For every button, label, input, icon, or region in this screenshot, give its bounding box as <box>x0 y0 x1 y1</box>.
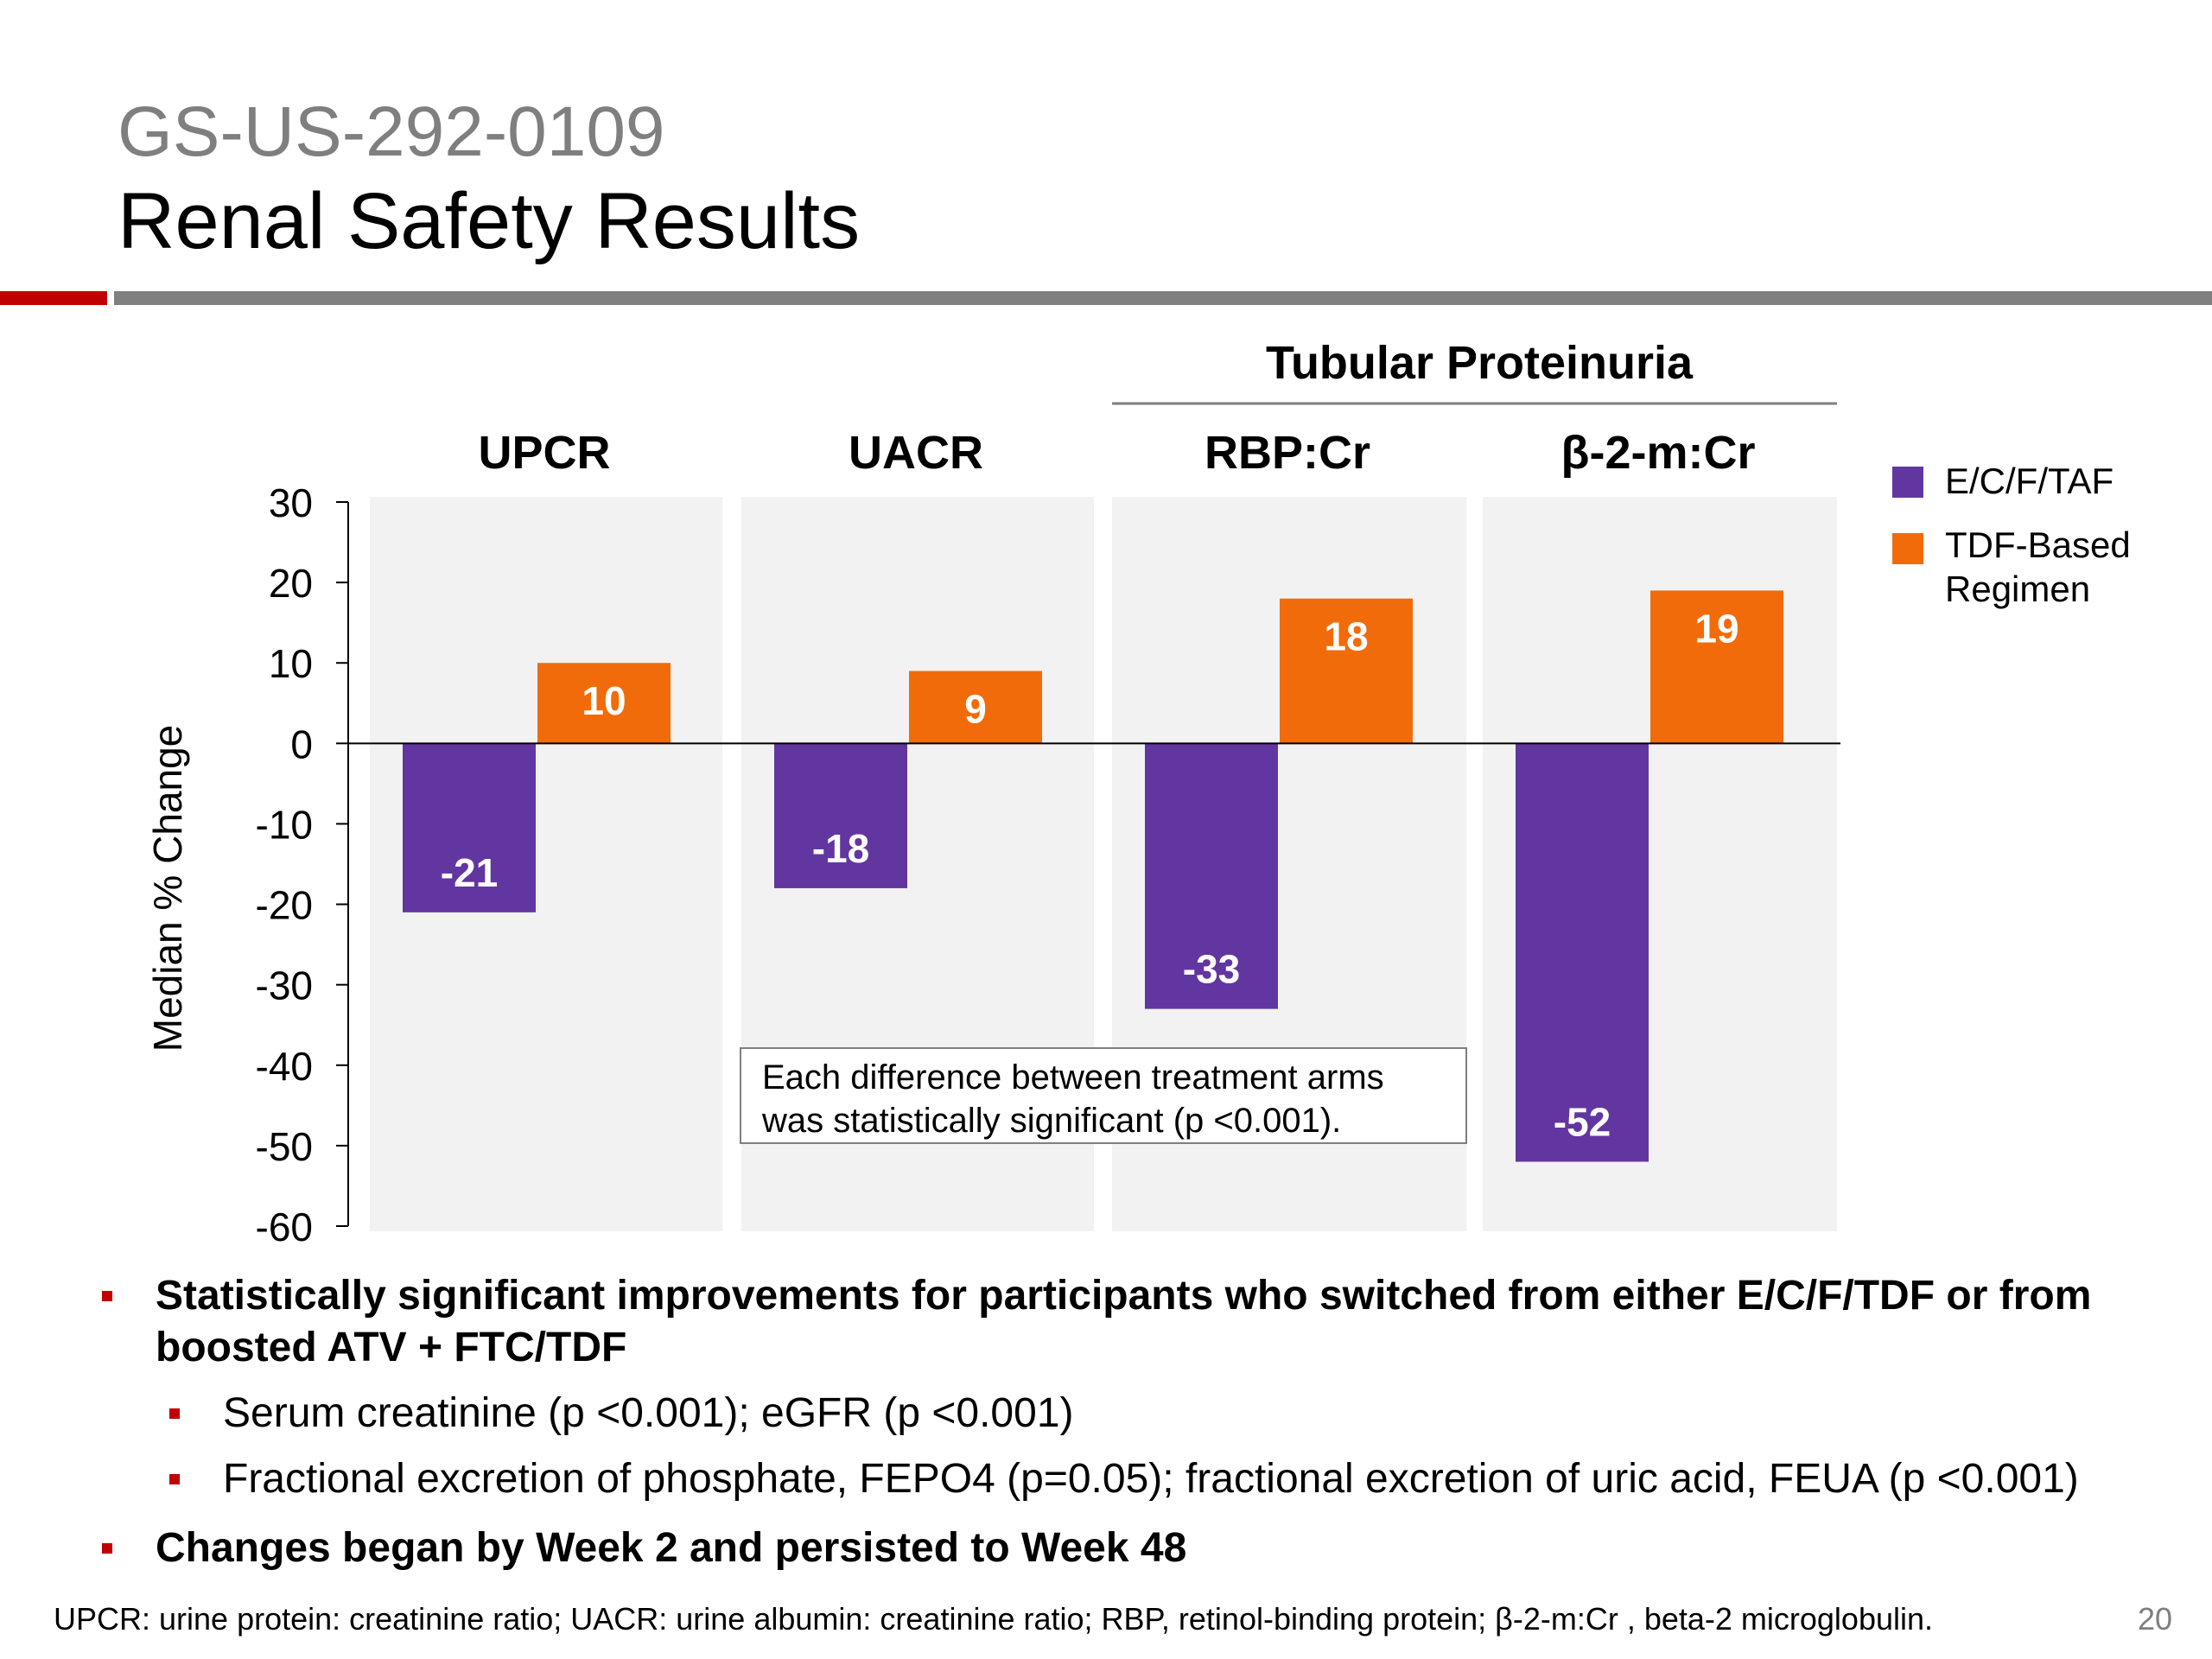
y-tick-label: -30 <box>256 963 313 1008</box>
y-tick-label: -60 <box>256 1205 313 1249</box>
y-tick-label: 30 <box>269 480 313 525</box>
y-tick-label: -20 <box>256 883 313 928</box>
y-tick-label: 0 <box>290 721 313 766</box>
data-label: 18 <box>1324 614 1368 659</box>
footnote: UPCR: urine protein: creatinine ratio; U… <box>54 1601 1934 1637</box>
legend-label-tdf-line2: Regimen <box>1945 569 2090 609</box>
page-number: 20 <box>2137 1601 2172 1637</box>
bullet-marker-icon <box>169 1474 180 1484</box>
annotation-box <box>740 1047 1467 1144</box>
bar-tdf <box>909 671 1042 744</box>
title-rule-gray <box>114 291 2212 305</box>
bar-tdf <box>537 663 671 744</box>
bullet-text: Serum creatinine (p <0.001); eGFR (p <0.… <box>223 1390 1074 1436</box>
bullet-marker-icon <box>169 1408 180 1419</box>
category-label: β-2-m:Cr <box>1561 427 1756 479</box>
data-label: 9 <box>964 687 987 732</box>
y-tick-label: -10 <box>256 802 313 847</box>
data-label: -21 <box>441 850 498 895</box>
y-tick-label: -50 <box>256 1124 313 1169</box>
legend-label-ecftaf: E/C/F/TAF <box>1945 461 2113 501</box>
data-label: -18 <box>812 826 869 871</box>
bullet-text: Fractional excretion of phosphate, FEPO4… <box>223 1456 2079 1502</box>
bar-tdf <box>1280 598 1413 744</box>
bar-ecftaf <box>403 743 536 912</box>
legend-swatch-ecftaf <box>1892 467 1923 498</box>
y-tick-label: -40 <box>256 1044 313 1089</box>
bullet-text-continued: boosted ATV + FTC/TDF <box>156 1325 627 1370</box>
y-tick-label: 20 <box>269 561 313 606</box>
bar-tdf <box>1650 590 1783 744</box>
annotation-text-line2: was statistically significant (p <0.001)… <box>761 1102 1341 1140</box>
legend-swatch-tdf <box>1892 533 1923 564</box>
category-label: UPCR <box>478 427 610 479</box>
data-label: -33 <box>1183 947 1240 992</box>
slide-subtitle: GS-US-292-0109 <box>118 92 665 171</box>
annotation-text-line1: Each difference between treatment arms <box>762 1058 1384 1096</box>
bullet-marker-icon <box>102 1291 112 1301</box>
category-label: UACR <box>849 427 983 479</box>
bar-chart: 30 20 10 0 -10 -20 -30 -40 -50 -60 Median % Change… <box>145 337 2131 1249</box>
bullet-text: Statistically significant improvements f… <box>156 1273 2092 1319</box>
data-label: -52 <box>1554 1100 1611 1145</box>
category-label: RBP:Cr <box>1205 427 1370 479</box>
bar-ecftaf <box>1516 743 1649 1162</box>
slide-title: Renal Safety Results <box>118 177 861 265</box>
bullet-text: Changes began by Week 2 and persisted to… <box>156 1525 1187 1571</box>
title-rule-red <box>0 291 107 305</box>
y-axis-title: Median % Change <box>145 725 190 1052</box>
data-label: 19 <box>1694 606 1738 651</box>
bar-ecftaf <box>1145 743 1278 1009</box>
group-header-label: Tubular Proteinuria <box>1266 337 1694 389</box>
data-label: 10 <box>582 678 626 723</box>
bar-ecftaf <box>774 743 907 888</box>
bullet-marker-icon <box>102 1543 112 1554</box>
legend-label-tdf-line1: TDF-Based <box>1945 524 2131 565</box>
y-tick-label: 10 <box>269 641 313 686</box>
